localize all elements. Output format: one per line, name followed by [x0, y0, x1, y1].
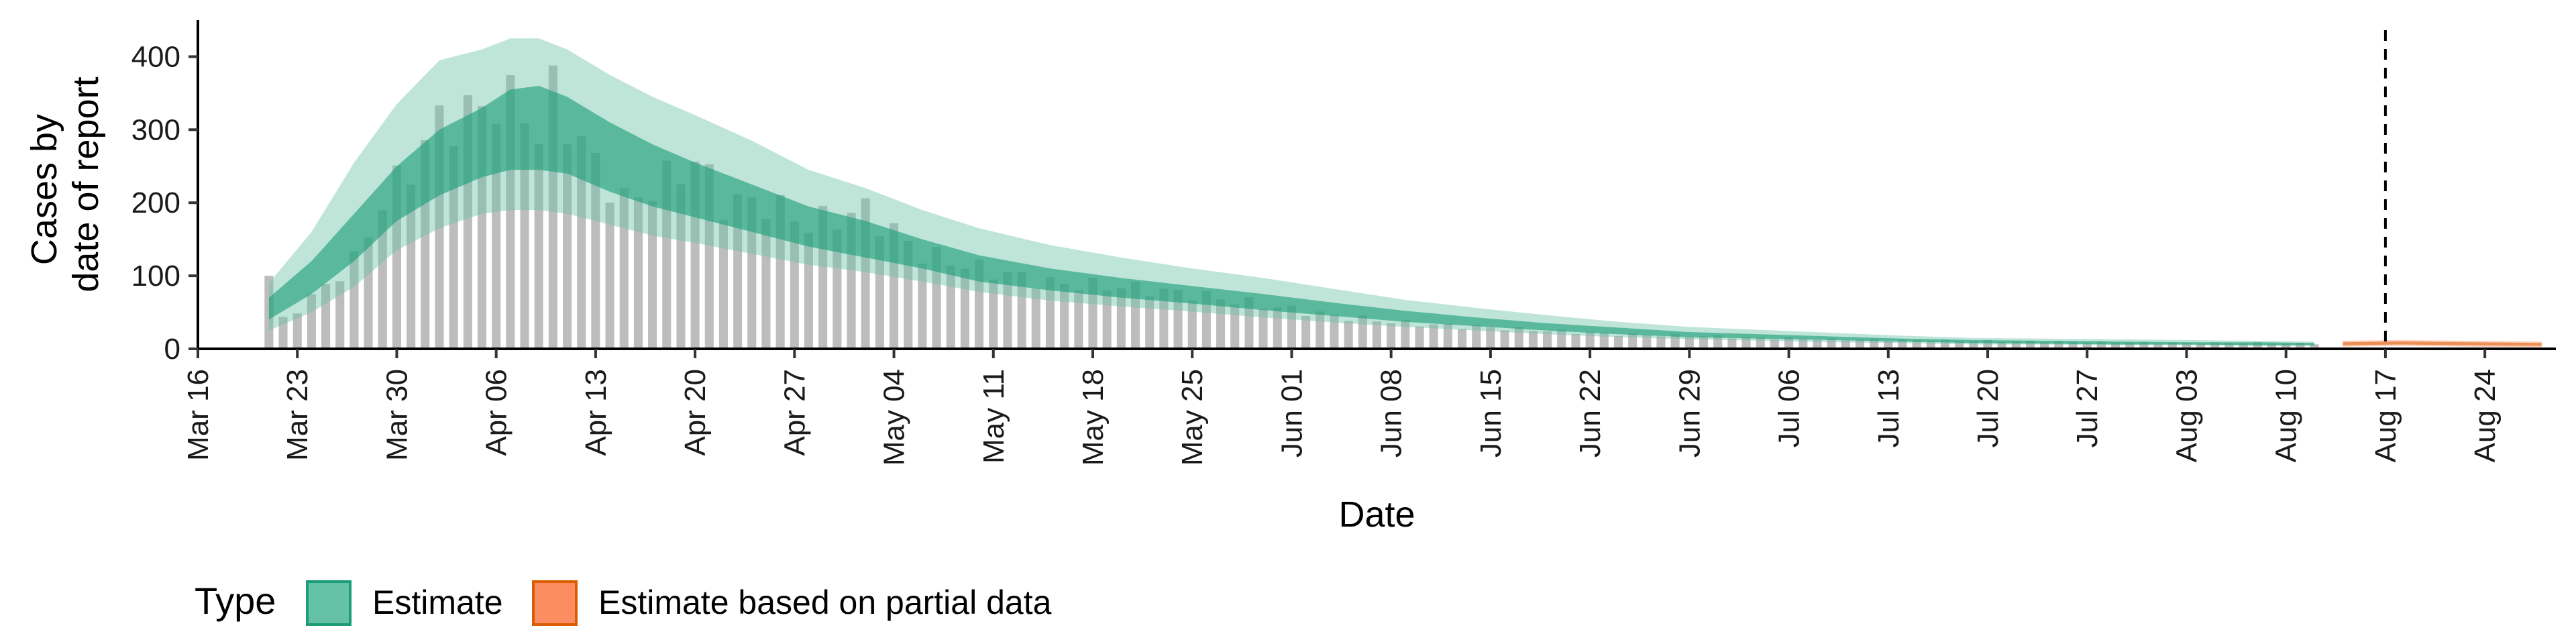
x-axis-ticks: Mar 16 Mar 23 Mar 30 Apr 06 Apr 13 Apr 20 Apr … — [182, 349, 2502, 466]
x-tick-label: May 04 — [878, 369, 911, 466]
y-axis-title: Cases by date of report — [24, 76, 106, 292]
legend-key-estimate — [307, 582, 350, 625]
legend-key-partial — [533, 582, 576, 625]
legend: Type Estimate Estimate based on partial … — [195, 580, 1052, 625]
x-tick-label: Apr 06 — [480, 369, 513, 456]
x-tick-label: Mar 30 — [380, 369, 413, 461]
y-tick-label: 200 — [131, 186, 180, 219]
x-tick-label: Jul 27 — [2071, 369, 2104, 447]
legend-label-partial: Estimate based on partial data — [598, 584, 1052, 621]
reported-cases-bar — [1373, 321, 1381, 349]
reported-cases-bar — [1387, 323, 1395, 349]
reported-cases-bar — [1301, 316, 1310, 349]
reported-cases-bar — [1501, 331, 1509, 350]
reported-cases-bar — [1415, 327, 1424, 349]
x-tick-label: Aug 03 — [2170, 369, 2203, 462]
y-axis-title-line-1: Cases by — [24, 114, 64, 265]
legend-label-estimate: Estimate — [372, 584, 503, 621]
x-tick-label: Apr 27 — [778, 369, 811, 456]
x-tick-label: May 11 — [977, 369, 1010, 464]
x-tick-label: Apr 20 — [679, 369, 712, 456]
x-tick-label: May 25 — [1176, 369, 1209, 466]
reported-cases-bar — [1344, 321, 1353, 349]
x-tick-label: Jun 22 — [1574, 369, 1607, 458]
reported-cases-bar — [1458, 329, 1466, 349]
x-tick-label: Jun 01 — [1275, 369, 1308, 458]
plot-area — [264, 30, 2542, 349]
y-tick-label: 100 — [131, 260, 180, 292]
x-tick-label: Jun 08 — [1375, 369, 1408, 458]
x-axis-title: Date — [1338, 494, 1415, 535]
y-tick-label: 0 — [164, 333, 180, 366]
x-tick-label: Aug 17 — [2369, 369, 2402, 462]
x-tick-label: Aug 24 — [2469, 369, 2502, 462]
y-tick-label: 400 — [131, 40, 180, 73]
x-tick-label: Jun 29 — [1673, 369, 1706, 458]
x-tick-label: Apr 13 — [580, 369, 612, 456]
reported-cases-bar — [1614, 336, 1623, 349]
x-tick-label: May 18 — [1077, 369, 1110, 466]
x-tick-label: Jun 15 — [1474, 369, 1507, 458]
x-tick-label: Jul 13 — [1872, 369, 1905, 447]
y-axis-title-line-2: date of report — [66, 76, 106, 292]
x-tick-label: Mar 23 — [281, 369, 314, 461]
reported-cases-bar — [1571, 334, 1580, 349]
y-tick-label: 300 — [131, 113, 180, 146]
x-tick-label: Jul 06 — [1773, 369, 1806, 447]
x-tick-label: Mar 16 — [182, 369, 215, 461]
x-tick-label: Aug 10 — [2270, 369, 2303, 462]
x-tick-label: Jul 20 — [1972, 369, 2004, 447]
legend-title: Type — [195, 580, 276, 622]
y-axis-ticks: 0 100 200 300 400 — [131, 40, 198, 366]
